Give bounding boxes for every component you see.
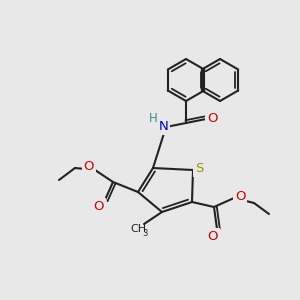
Text: 3: 3 <box>142 229 148 238</box>
Text: N: N <box>159 121 169 134</box>
Text: O: O <box>94 200 104 212</box>
Text: O: O <box>207 112 217 125</box>
Text: O: O <box>208 230 218 242</box>
Text: O: O <box>84 160 94 172</box>
Text: CH: CH <box>130 224 146 234</box>
Text: S: S <box>195 163 203 176</box>
Text: H: H <box>148 112 158 124</box>
Text: O: O <box>235 190 245 202</box>
